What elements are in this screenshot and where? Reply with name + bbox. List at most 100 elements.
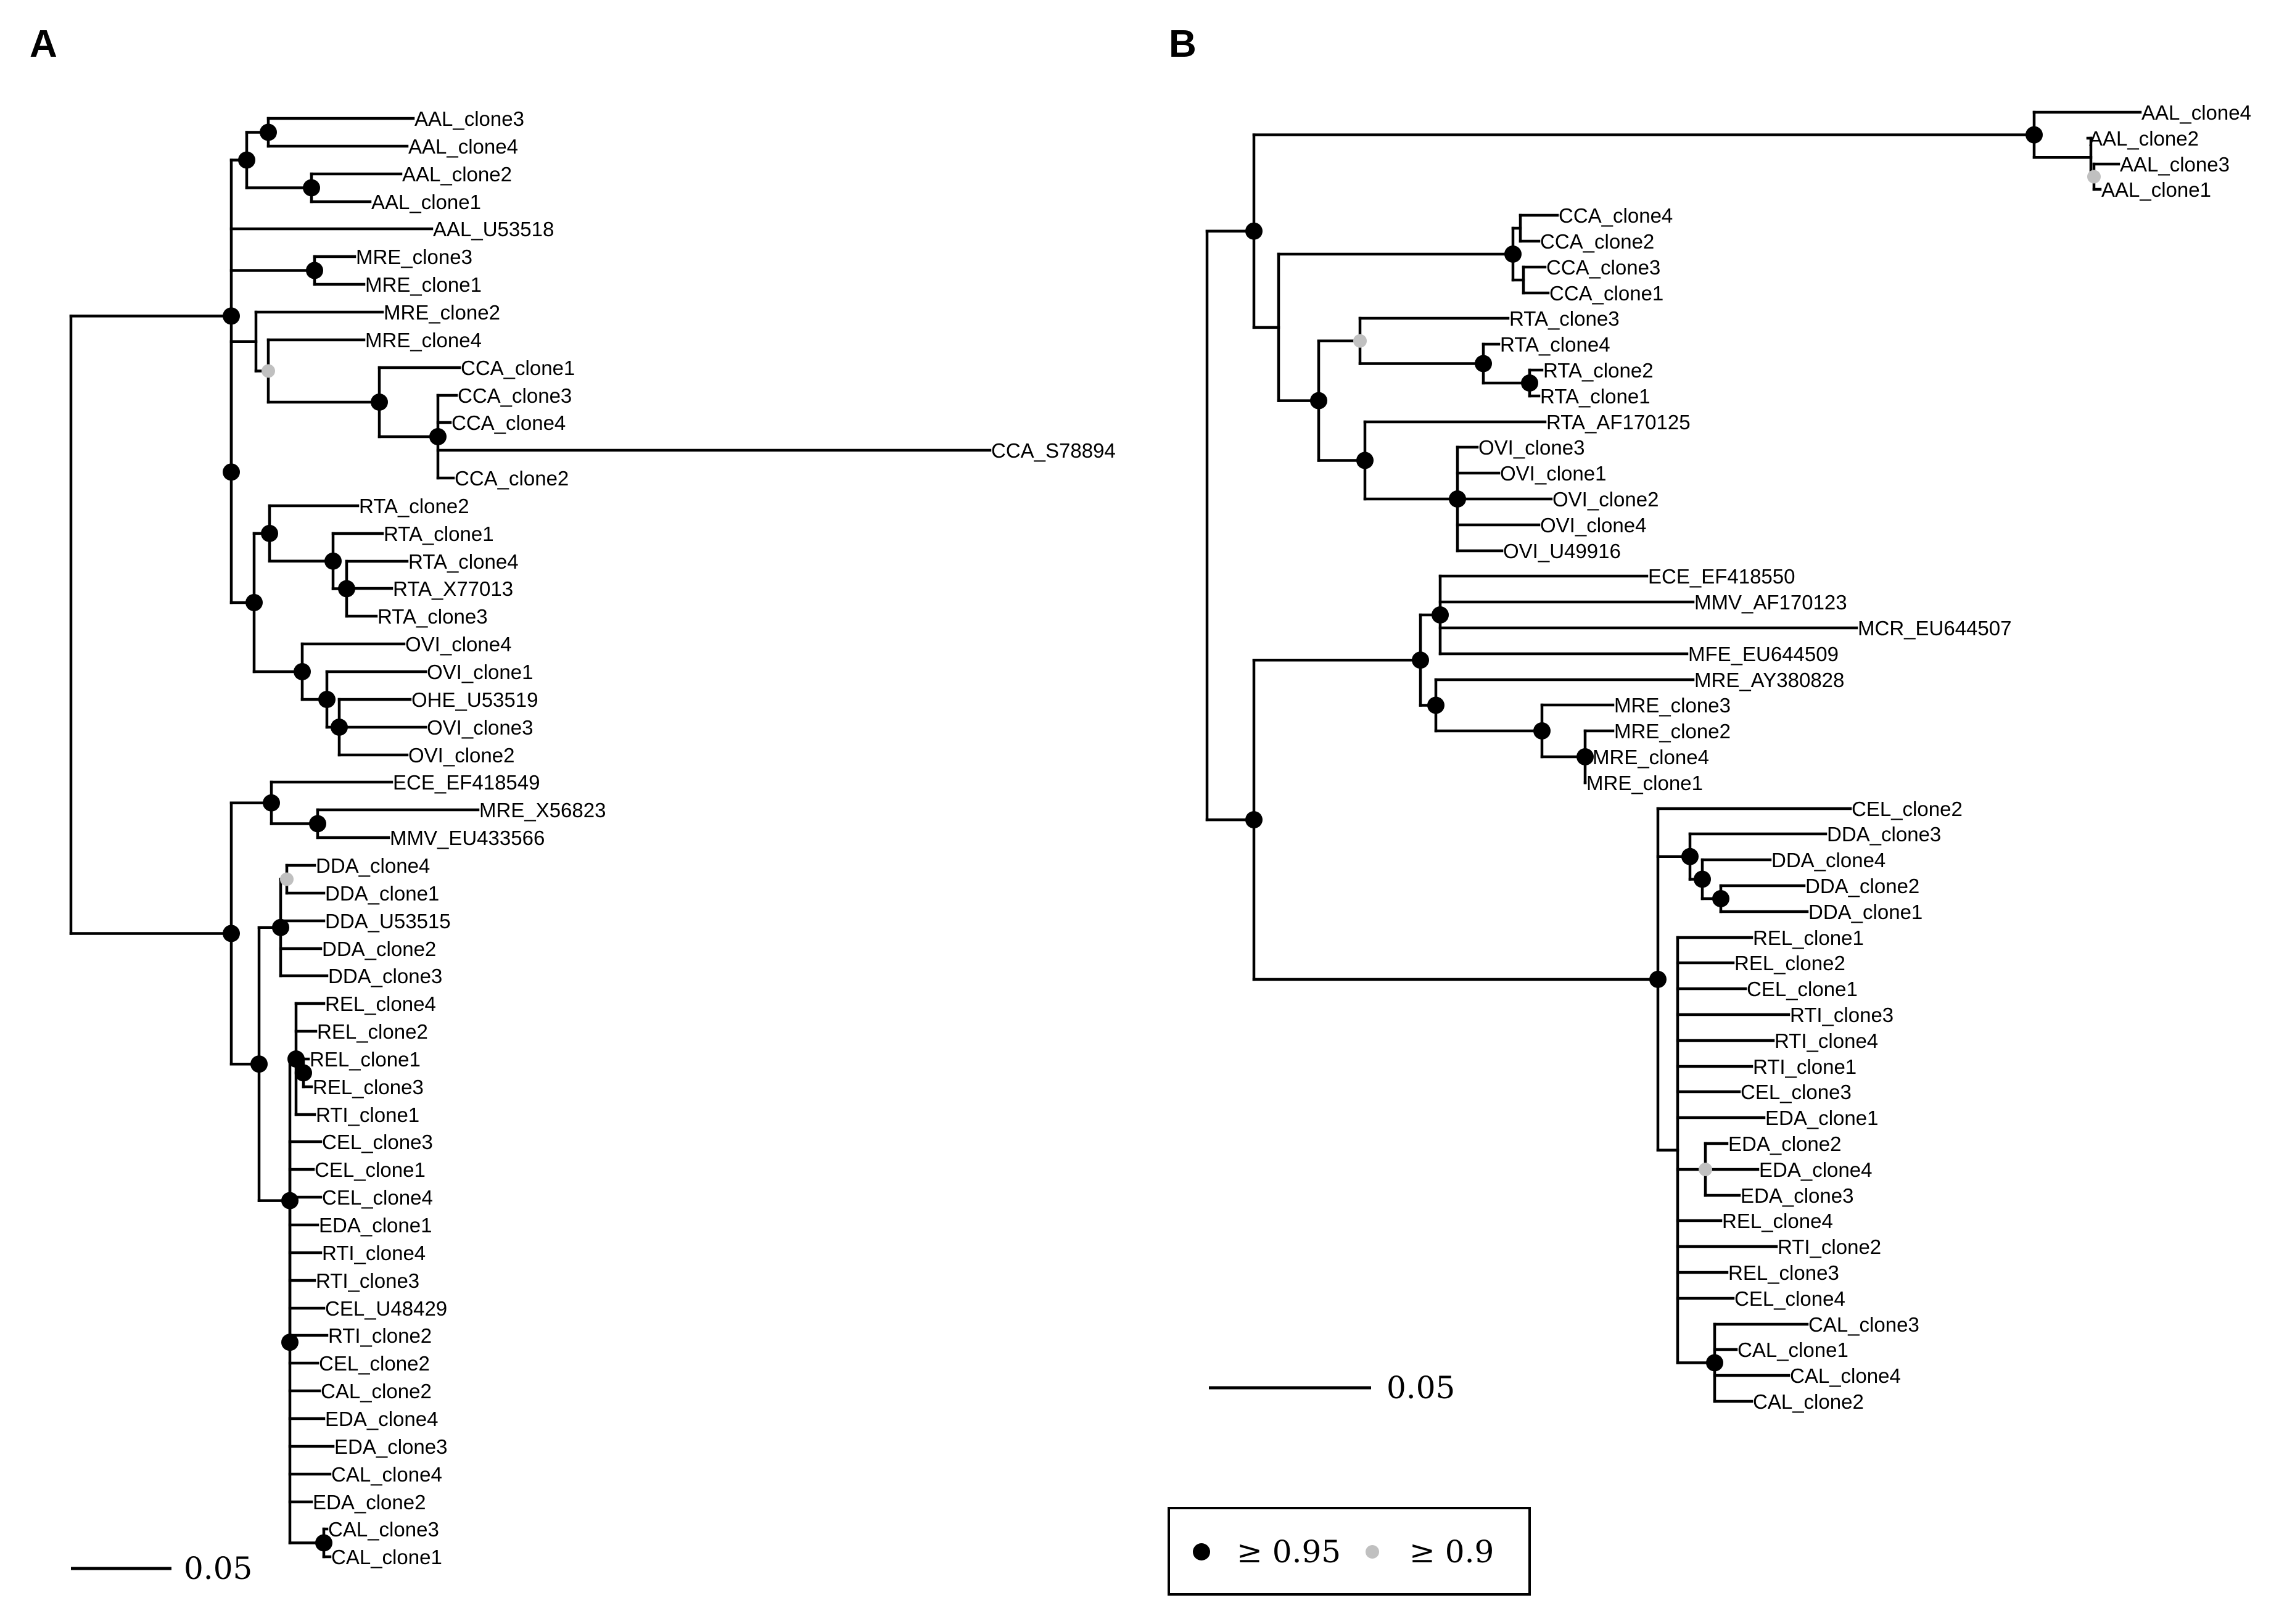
legend-low-label: ≥ 0.9 [1409, 1534, 1494, 1570]
panel-b-leaf-label: AAL_clone2 [2089, 127, 2199, 150]
panel-b-support-high-node [1533, 722, 1551, 740]
panel-b-support-high-node [1706, 1354, 1723, 1372]
panel-b-leaf-label: ECE_EF418550 [1648, 565, 1795, 588]
legend-high-label: ≥ 0.95 [1237, 1534, 1341, 1570]
panel-a-leaf-label: CCA_clone2 [455, 467, 569, 490]
panel-a-leaf-label: CAL_clone4 [331, 1463, 442, 1486]
panel-b-leaf-label: RTA_clone1 [1540, 385, 1651, 408]
panel-b-support-high-node [1521, 374, 1538, 392]
panel-b-leaf-label: OVI_U49916 [1503, 540, 1621, 563]
legend-high-marker [1193, 1543, 1210, 1560]
panel-b-support-high-node [1712, 890, 1729, 907]
panel-a-leaf-label: CEL_clone1 [315, 1158, 426, 1181]
panel-b-leaf-label: CCA_clone1 [1549, 282, 1663, 305]
panel-b-leaf-label: RTI_clone3 [1790, 1004, 1894, 1026]
panel-a-support-high-node [331, 719, 348, 736]
panel-b-leaf-label: DDA_clone1 [1808, 901, 1923, 923]
panel-b-leaf-label: EDA_clone4 [1759, 1158, 1872, 1181]
panel-a-support-high-node [261, 524, 278, 542]
panel-a-leaf-label: CCA_clone4 [451, 411, 566, 434]
panel-a-leaf-label: AAL_U53518 [433, 218, 554, 241]
panel-a-leaf-label: CCA_S78894 [991, 439, 1116, 462]
panel-b-leaf-label: AAL_clone1 [2101, 178, 2211, 201]
panel-a-leaf-label: OHE_U53519 [411, 688, 538, 711]
panel-a-leaf-label: RTA_clone2 [359, 495, 469, 517]
panel-b-leaf-label: OVI_clone3 [1478, 436, 1585, 459]
panel-a-leaf-label: CAL_clone3 [328, 1518, 439, 1541]
panel-b-leaf-label: DDA_clone2 [1805, 875, 1919, 897]
panel-b-leaf-label: CEL_clone1 [1747, 978, 1858, 1000]
panel-b-label: B [1169, 23, 1197, 65]
panel-a-support-high-node [272, 918, 289, 936]
panel-b-leaf-label: MRE_clone3 [1614, 694, 1731, 717]
panel-b-leaf-label: CEL_clone4 [1734, 1287, 1845, 1310]
panel-b-leaf-label: CAL_clone3 [1808, 1313, 1919, 1336]
panel-a-leaf-label: EDA_clone4 [325, 1408, 438, 1430]
panel-a-leaf-label: CEL_clone2 [319, 1352, 430, 1375]
panel-a-leaf-label: RTI_clone3 [316, 1269, 419, 1292]
panel-a-leaf-label: CEL_clone4 [322, 1186, 433, 1209]
panel-a-support-high-node [429, 428, 447, 445]
panel-a-leaf-label: MRE_clone3 [356, 245, 472, 268]
scale-bar-a: 0.05 [71, 1551, 252, 1586]
panel-b-leaf-label: AAL_clone3 [2120, 153, 2230, 176]
panel-b-leaf-label: CEL_clone3 [1741, 1081, 1852, 1103]
panel-b-support-high-node [1245, 811, 1263, 829]
panel-a-leaf-label: CAL_clone2 [321, 1380, 432, 1403]
panel-a-leaf-label: EDA_clone2 [313, 1491, 426, 1514]
panel-b-support-low-node [1699, 1163, 1712, 1176]
panel-a-support-high-node [238, 151, 255, 169]
panel-b-leaf-label: RTA_clone4 [1500, 333, 1610, 356]
panel-a-support-high-node [250, 1055, 268, 1073]
panel-b-leaf-label: OVI_clone2 [1552, 488, 1659, 511]
panel-a-leaf-label: REL_clone4 [325, 992, 436, 1015]
panel-a-leaf-label: ECE_EF418549 [393, 771, 540, 794]
panel-a-support-high-node [223, 307, 240, 325]
panel-b-support-high-node [1681, 847, 1699, 865]
panel-a-leaf-label: RTI_clone1 [316, 1103, 419, 1126]
panel-a-leaf-label: MMV_EU433566 [390, 826, 545, 849]
panel-a-leaf-label: OVI_clone4 [405, 633, 511, 656]
panel-b-leaf-label: CAL_clone2 [1753, 1390, 1864, 1413]
panel-a-support-low-node [280, 872, 294, 886]
panel-a-leaf-label: CCA_clone1 [461, 357, 575, 379]
panel-a-support-high-node [315, 1534, 332, 1552]
panel-a-leaf-label: OVI_clone3 [427, 716, 533, 739]
panel-a-support-high-node [338, 580, 355, 598]
panel-a-support-high-node [287, 1050, 305, 1068]
panel-b-support-high-node [1310, 392, 1327, 410]
panel-b-leaf-label: CCA_clone2 [1540, 230, 1654, 253]
panel-b-leaf-label: CEL_clone2 [1852, 798, 1963, 820]
panel-b-leaf-label: EDA_clone2 [1728, 1132, 1841, 1155]
panel-b-leaf-label: MMV_AF170123 [1694, 591, 1847, 614]
panel-b-leaf-label: EDA_clone3 [1741, 1184, 1853, 1207]
panel-b-leaf-label: RTA_clone2 [1543, 359, 1654, 382]
panel-a-label: A [30, 23, 57, 65]
panel-a-leaf-label: OVI_clone1 [427, 661, 533, 683]
panel-a-leaf-label: MRE_clone1 [365, 273, 482, 296]
panel-a-leaf-label: DDA_clone2 [322, 938, 436, 960]
panel-a-leaf-label: RTA_clone4 [408, 550, 519, 573]
panel-b-leaf-label: CAL_clone1 [1737, 1338, 1848, 1361]
panel-b-leaf-label: DDA_clone4 [1771, 849, 1885, 872]
panel-a-leaf-label: RTA_X77013 [393, 577, 513, 600]
panel-b-support-high-node [1475, 355, 1492, 373]
panel-a-leaf-label: CEL_clone3 [322, 1131, 433, 1153]
panel-b-leaf-label: AAL_clone4 [2141, 101, 2251, 124]
panel-b-leaf-label: RTI_clone1 [1753, 1055, 1857, 1078]
panel-a-support-high-node [294, 663, 311, 680]
panel-a-leaf-label: MRE_X56823 [479, 799, 606, 822]
panel-b-leaf-label: REL_clone4 [1722, 1210, 1833, 1232]
panel-a-leaf-label: REL_clone1 [310, 1048, 421, 1071]
scale-bar-b: 0.05 [1209, 1370, 1455, 1406]
panel-b-support-low-node [1353, 334, 1367, 348]
panel-a-leaf-label: EDA_clone3 [334, 1435, 447, 1458]
panel-b-leaf-label: CAL_clone4 [1790, 1364, 1901, 1387]
panel-b-leaf-label: MRE_AY380828 [1694, 669, 1844, 691]
panel-b-support-high-node [1432, 606, 1449, 624]
tree-panel-b: AAL_clone4 AAL_clone2 AAL_clone3AAL_clone1… [1205, 101, 2251, 1413]
panel-b-support-high-node [2026, 126, 2043, 144]
panel-a-leaf-label: DDA_clone4 [316, 854, 430, 877]
panel-a-support-high-node [295, 1064, 312, 1082]
panel-b-support-high-node [1245, 222, 1263, 240]
